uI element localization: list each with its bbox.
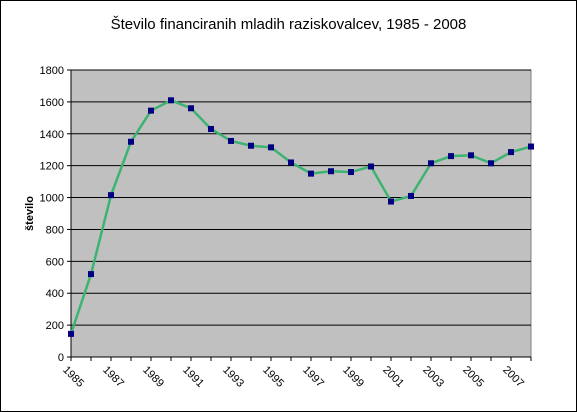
data-point: [148, 107, 154, 114]
y-tick-label: 600: [46, 256, 64, 268]
data-point: [488, 160, 494, 167]
y-axis-label: število: [24, 196, 36, 231]
data-point: [248, 142, 254, 149]
data-point: [288, 159, 294, 166]
y-tick-label: 200: [46, 320, 64, 332]
data-point: [348, 169, 354, 176]
y-tick-label: 1200: [40, 161, 64, 173]
x-tick-label: 1999: [340, 364, 366, 390]
data-point: [388, 198, 394, 205]
x-tick-label: 1989: [140, 364, 166, 390]
data-point: [188, 105, 194, 112]
data-point: [128, 138, 134, 145]
data-point: [88, 271, 94, 278]
x-tick-label: 1993: [220, 364, 246, 390]
y-tick-label: 1000: [40, 193, 64, 205]
x-tick-label: 2007: [500, 364, 526, 390]
y-tick-label: 400: [46, 288, 64, 300]
data-point: [208, 125, 214, 132]
data-point: [368, 163, 374, 170]
data-point: [448, 153, 454, 160]
data-point: [308, 170, 314, 177]
x-tick-label: 1997: [300, 364, 326, 390]
data-point: [468, 152, 474, 159]
data-point: [328, 168, 334, 175]
x-tick-label: 2003: [420, 364, 446, 390]
x-tick-label: 2005: [460, 364, 486, 390]
x-tick-label: 1985: [60, 364, 86, 390]
x-tick-label: 1995: [260, 364, 286, 390]
data-point: [228, 137, 234, 144]
data-point: [508, 149, 514, 156]
x-tick-label: 1991: [180, 364, 206, 390]
data-point: [68, 330, 74, 337]
plot-area: [70, 69, 532, 358]
series-line: [69, 98, 532, 335]
data-point: [428, 160, 434, 167]
y-tick-label: 1600: [40, 97, 64, 109]
x-tick-label: 1987: [100, 364, 126, 390]
y-tick-label: 0: [58, 352, 64, 364]
y-tick-label: 800: [46, 224, 64, 236]
y-tick-label: 1400: [40, 129, 64, 141]
data-point: [268, 144, 274, 151]
x-tick-label: 2001: [380, 364, 406, 390]
data-point: [168, 97, 174, 104]
y-tick-label: 1800: [40, 65, 64, 77]
data-point: [528, 143, 534, 150]
data-point: [408, 192, 414, 199]
chart-title: Število financiranih mladih raziskovalce…: [110, 16, 467, 33]
data-point: [108, 192, 114, 199]
